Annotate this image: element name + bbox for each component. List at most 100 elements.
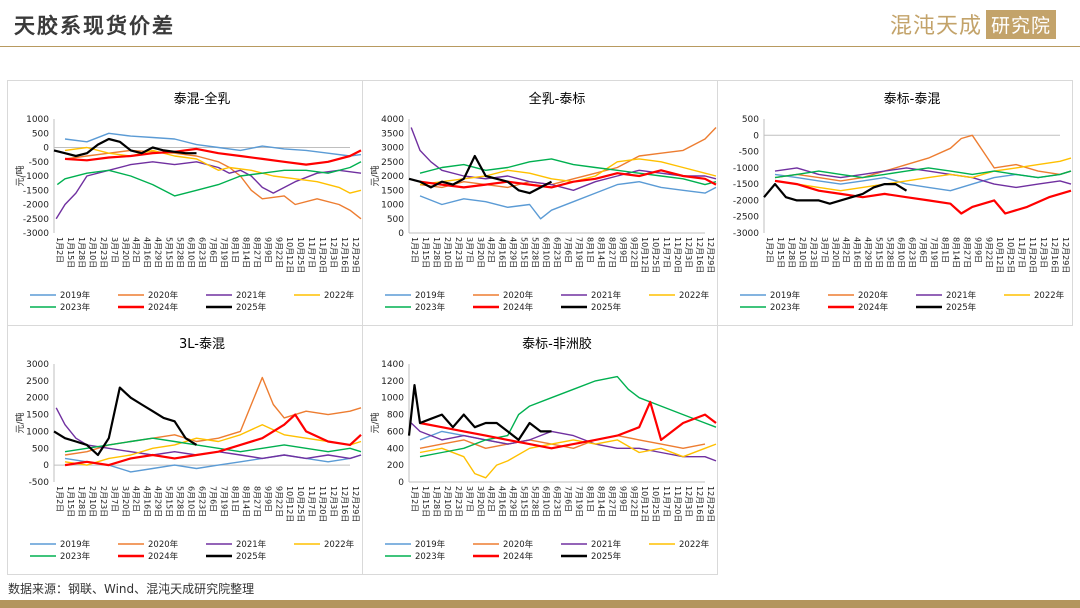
legend-label: 2019年	[770, 290, 801, 301]
series-line-2024年	[64, 413, 362, 467]
x-tick-label: 5月28日	[176, 486, 185, 517]
x-tick-label: 4月29日	[509, 486, 518, 517]
x-tick-label: 12月3日	[1039, 237, 1048, 268]
x-tick-label: 4月2日	[132, 486, 141, 512]
legend-label: 2025年	[236, 302, 267, 313]
page-title: 天胶系现货价差	[14, 13, 175, 38]
legend-label: 2022年	[324, 539, 355, 550]
x-tick-label: 4月2日	[842, 237, 851, 263]
legend-label: 2021年	[236, 290, 267, 301]
chart-title: 泰混-全乳	[174, 91, 231, 107]
legend-label: 2025年	[946, 302, 977, 313]
x-tick-label: 2月10日	[443, 486, 452, 517]
x-tick-label: 11月7日	[307, 237, 316, 268]
x-tick-label: 8月14日	[596, 237, 605, 268]
x-tick-label: 11月7日	[662, 486, 671, 517]
x-tick-label: 12月16日	[340, 486, 349, 522]
x-tick-label: 4月29日	[154, 237, 163, 268]
series-line-2021年	[774, 167, 1072, 189]
y-tick-label: 1500	[26, 411, 49, 421]
chart-svg-3: 泰标-泰混 500 0 -500 -1000 -1500 -2000 -2500 -3000 1月…	[733, 92, 1072, 313]
x-tick-label: 8月27日	[962, 237, 971, 268]
y-axis-label: 元/吨	[14, 165, 26, 186]
x-tick-label: 10月12日	[995, 237, 1004, 273]
x-tick-label: 5月15日	[875, 237, 884, 268]
x-tick-label: 12月29日	[706, 486, 715, 522]
y-tick-label: -1500	[23, 186, 49, 196]
x-tick-label: 1月28日	[77, 486, 86, 517]
y-axis-label: 元/吨	[369, 412, 381, 433]
series-line-2025年	[407, 384, 552, 441]
legend-label: 2022年	[679, 290, 710, 301]
x-tick-label: 9月22日	[629, 237, 638, 268]
x-tick-label: 8月14日	[596, 486, 605, 517]
series-line-2024年	[419, 169, 717, 189]
x-tick-label: 8月1日	[230, 237, 239, 263]
x-tick-label: 2月23日	[809, 237, 818, 268]
legend-label: 2023年	[415, 302, 446, 313]
y-tick-label: 0	[398, 229, 404, 239]
x-tick-label: 9月9日	[618, 237, 627, 263]
x-tick-label: 9月9日	[263, 237, 272, 263]
legend-label: 2023年	[770, 302, 801, 313]
x-tick-label: 11月7日	[307, 486, 316, 517]
series-line-2022年	[64, 424, 362, 466]
series-line-2019年	[64, 454, 362, 473]
x-tick-label: 10月12日	[285, 237, 294, 273]
series-line-2025年	[763, 183, 908, 205]
legend-label: 2020年	[148, 539, 179, 550]
x-tick-label: 9月9日	[973, 237, 982, 263]
y-tick-label: 1000	[26, 115, 49, 125]
x-tick-label: 5月15日	[520, 486, 529, 517]
legend-label: 2022年	[679, 539, 710, 550]
x-tick-label: 8月14日	[951, 237, 960, 268]
series-line-2023年	[774, 167, 1072, 179]
legend-label: 2021年	[236, 539, 267, 550]
x-tick-label: 6月10日	[187, 237, 196, 268]
x-tick-label: 9月22日	[274, 237, 283, 268]
y-tick-label: 400	[387, 444, 404, 454]
x-tick-label: 1月2日	[410, 237, 419, 263]
series-line-2022年	[774, 157, 1072, 192]
x-tick-label: 11月20日	[318, 237, 327, 273]
y-tick-label: 600	[387, 427, 404, 437]
x-tick-label: 8月1日	[585, 486, 594, 512]
y-tick-label: 0	[753, 131, 759, 141]
x-tick-label: 2月10日	[798, 237, 807, 268]
x-tick-label: 6月23日	[198, 486, 207, 517]
x-tick-label: 8月1日	[230, 486, 239, 512]
x-tick-label: 1月2日	[765, 237, 774, 263]
x-tick-label: 12月3日	[684, 486, 693, 517]
y-tick-label: -3000	[23, 229, 49, 239]
series-line-2025年	[53, 137, 197, 158]
series-line-2024年	[419, 400, 717, 450]
chart-title: 泰标-非洲胶	[522, 336, 592, 352]
x-tick-label: 12月16日	[695, 486, 704, 522]
x-tick-label: 12月16日	[695, 237, 704, 273]
y-axis-label: 元/吨	[14, 412, 26, 433]
y-tick-label: -500	[29, 158, 50, 168]
legend-label: 2024年	[858, 302, 889, 313]
y-tick-label: -1500	[733, 180, 759, 190]
legend-label: 2019年	[415, 290, 446, 301]
series-line-2025年	[53, 386, 198, 457]
x-tick-label: 6月10日	[897, 237, 906, 268]
y-tick-label: -2500	[23, 215, 49, 225]
x-tick-label: 8月27日	[607, 237, 616, 268]
x-tick-label: 12月3日	[684, 237, 693, 268]
legend-label: 2021年	[591, 290, 622, 301]
legend-label: 2023年	[60, 302, 91, 313]
x-tick-label: 12月29日	[351, 237, 360, 273]
x-tick-label: 4月16日	[143, 486, 152, 517]
x-tick-label: 2月23日	[99, 237, 108, 268]
x-tick-label: 5月28日	[886, 237, 895, 268]
x-tick-label: 1月28日	[432, 486, 441, 517]
x-tick-label: 7月6日	[208, 237, 217, 263]
x-tick-label: 8月14日	[241, 486, 250, 517]
legend-label: 2020年	[503, 290, 534, 301]
x-tick-label: 12月16日	[1050, 237, 1059, 273]
x-tick-label: 10月12日	[640, 486, 649, 522]
chart-svg-2: 全乳-泰标 4000 3500 3000 2500 2000 1500 1000 500 0 元/吨…	[369, 91, 717, 313]
x-tick-label: 12月3日	[329, 237, 338, 268]
x-tick-label: 10月25日	[1006, 237, 1015, 273]
